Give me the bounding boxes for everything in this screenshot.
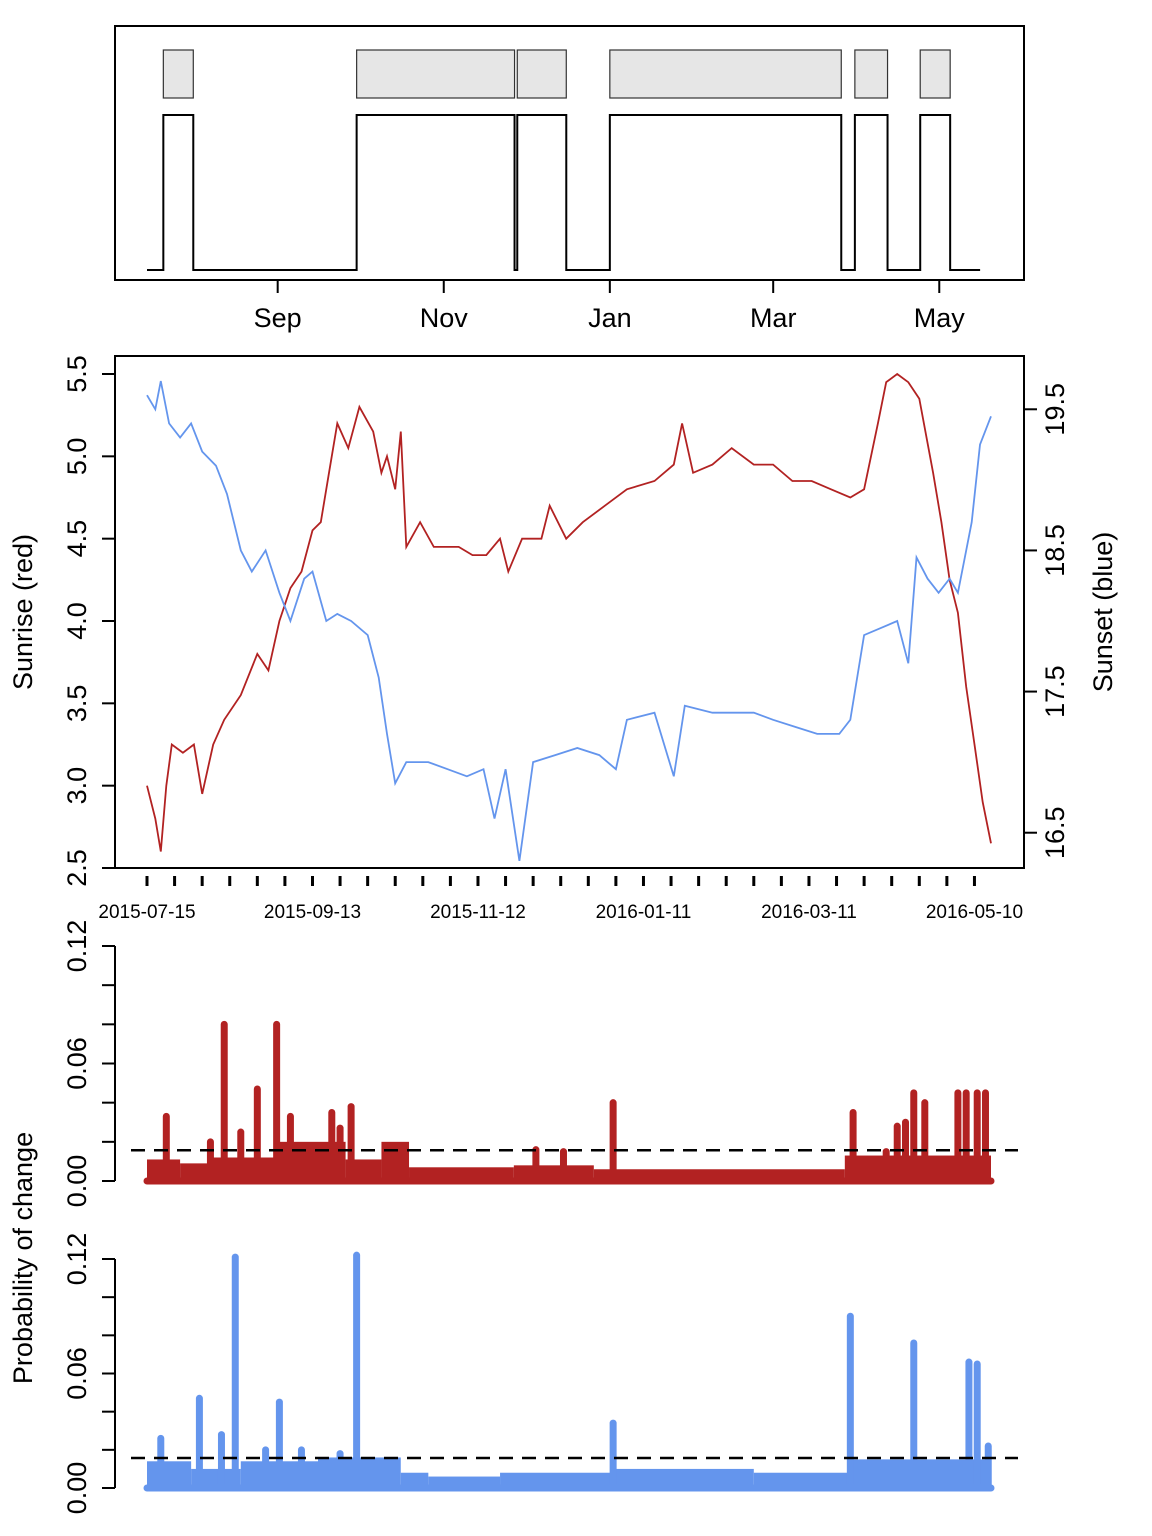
sunrise-y-tick-label: 2.5	[62, 849, 92, 887]
sunrise-y-tick-label: 5.0	[62, 438, 92, 476]
prob-sunrise-y-tick-label: 0.00	[62, 1155, 92, 1208]
sun-x-tick-label: 2016-03-11	[761, 902, 857, 923]
prob-sunset-y-tick-label: 0.00	[62, 1462, 92, 1515]
state-timeline-panel: Sep Nov Jan Mar May	[114, 25, 1025, 333]
sun-x-tick-label: 2015-07-15	[98, 902, 195, 923]
sun-x-tick-label: 2015-11-12	[430, 902, 526, 923]
probability-sunset-bars	[131, 1251, 1018, 1492]
probability-axis-label: Probability of change	[8, 1132, 38, 1384]
state-segment-box	[609, 49, 842, 99]
sun-x-tick-label: 2015-09-13	[264, 902, 361, 923]
sunset-y-axis: 16.5 17.5 18.5 19.5	[1024, 383, 1070, 859]
state-x-tick-label: Sep	[254, 303, 302, 333]
sunrise-sunset-series	[146, 372, 992, 862]
sunrise-y-axis: 2.5 3.0 3.5 4.0 4.5 5.0 5.5	[62, 355, 115, 887]
sunrise-y-tick-label: 3.0	[62, 767, 92, 805]
sunrise-y-tick-label: 5.5	[62, 355, 92, 393]
sunrise-y-tick-label: 4.5	[62, 520, 92, 558]
sunset-y-tick-label: 17.5	[1040, 665, 1070, 718]
sunrise-axis-label: Sunrise (red)	[8, 534, 38, 690]
sunset-y-tick-label: 16.5	[1040, 806, 1070, 859]
probability-sunrise-bars	[131, 1020, 1018, 1185]
state-segment-box	[854, 49, 889, 99]
prob-sunrise-baseline-bar	[593, 1169, 845, 1181]
sunrise-sunset-x-axis: 2015-07-15 2015-09-13 2015-11-12 2016-01-11…	[98, 876, 1023, 923]
state-step-path	[147, 114, 981, 271]
prob-sunset-baseline-bar	[191, 1468, 241, 1488]
state-segment-box	[356, 49, 516, 99]
prob-sunset-baseline-bar	[428, 1476, 501, 1488]
sun-x-tick-label: 2016-05-10	[926, 902, 1023, 923]
sunset-y-tick-label: 19.5	[1040, 383, 1070, 436]
state-x-tick-label: Jan	[588, 303, 632, 333]
state-segment-box	[919, 49, 951, 99]
state-x-axis: Sep Nov Jan Mar May	[254, 279, 966, 333]
prob-sunset-baseline-bar	[500, 1472, 616, 1488]
sunrise-line	[146, 372, 992, 852]
prob-sunset-baseline-bar	[147, 1461, 192, 1488]
probability-sunset-y-axis: 0.00 0.06 0.12	[62, 1233, 116, 1515]
prob-sunrise-baseline-bar	[213, 1157, 280, 1181]
state-x-tick-label: Nov	[420, 303, 469, 333]
state-segment-box	[516, 49, 567, 99]
state-segment-box	[162, 49, 194, 99]
state-x-tick-label: May	[914, 303, 966, 333]
probability-sunset-panel: 0.00 0.06 0.12	[62, 1233, 1018, 1515]
prob-sunrise-y-tick-label: 0.06	[62, 1037, 92, 1090]
state-step-line	[147, 114, 981, 271]
probability-sunrise-y-axis: 0.00 0.06 0.12	[62, 920, 116, 1208]
sunrise-sunset-frame	[114, 355, 1025, 869]
prob-sunset-baseline-bar	[615, 1468, 754, 1488]
prob-sunset-y-tick-label: 0.12	[62, 1233, 92, 1286]
prob-sunrise-baseline-bar	[180, 1163, 214, 1181]
prob-sunrise-y-tick-label: 0.12	[62, 920, 92, 973]
sunrise-y-tick-label: 4.0	[62, 602, 92, 640]
state-segments	[162, 49, 951, 99]
sunset-line	[146, 380, 992, 862]
prob-sunset-baseline-bar	[400, 1472, 429, 1488]
sunset-y-tick-label: 18.5	[1040, 524, 1070, 577]
sun-x-tick-label: 2016-01-11	[596, 902, 692, 923]
prob-sunset-y-tick-label: 0.06	[62, 1347, 92, 1400]
sunrise-sunset-panel: 2.5 3.0 3.5 4.0 4.5 5.0 5.5 16.5 17.5 18.5 19.5 2…	[8, 355, 1118, 923]
sunset-axis-label: Sunset (blue)	[1088, 532, 1118, 693]
sunrise-y-tick-label: 3.5	[62, 685, 92, 723]
probability-sunrise-panel: 0.00 0.06 0.12	[62, 920, 1018, 1208]
state-x-tick-label: Mar	[750, 303, 797, 333]
prob-sunset-baseline-bar	[753, 1472, 851, 1488]
